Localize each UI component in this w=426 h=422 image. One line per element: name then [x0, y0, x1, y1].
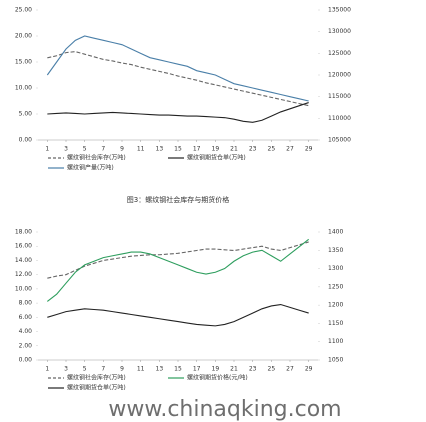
x-tick-label: 5 [83, 146, 87, 153]
series-line [47, 51, 309, 107]
y-tick-label: 25.00 [15, 7, 32, 14]
x-tick-label: 15 [174, 146, 182, 153]
x-tick-label: 17 [193, 366, 201, 373]
y-tick-label: 14.00 [15, 257, 32, 264]
x-tick-label: 9 [120, 366, 124, 373]
y2-tick-label: 1250 [328, 283, 343, 290]
series-line [46, 35, 309, 102]
x-tick-label: 13 [156, 366, 164, 373]
y-tick-label: 10.00 [15, 85, 32, 92]
y2-tick-label: 135000 [328, 7, 351, 14]
y2-tick-label: 125000 [328, 50, 351, 57]
y-tick-label: 8.00 [19, 300, 33, 307]
x-tick-label: 7 [101, 146, 105, 153]
y-tick-label: 18.00 [15, 229, 32, 236]
y-tick-label: 4.00 [19, 328, 33, 335]
x-tick-label: 11 [137, 146, 145, 153]
watermark: www.chinaqking.com [108, 397, 341, 422]
y-tick-label: 6.00 [19, 314, 33, 321]
series-line [47, 102, 309, 123]
x-tick-label: 25 [268, 146, 276, 153]
y-tick-label: 12.00 [15, 271, 32, 278]
y2-tick-label: 130000 [328, 28, 351, 35]
x-tick-label: 25 [268, 366, 276, 373]
y2-tick-label: 105000 [328, 137, 351, 144]
y2-tick-label: 1200 [328, 302, 343, 309]
x-tick-label: 15 [174, 366, 182, 373]
y-tick-label: 5.00 [19, 111, 33, 118]
y-tick-label: 15.00 [15, 59, 32, 66]
y2-tick-label: 115000 [328, 93, 351, 100]
series-line [47, 241, 309, 279]
y2-tick-label: 110000 [328, 115, 351, 122]
x-tick-label: 5 [83, 366, 87, 373]
series-line [46, 238, 310, 302]
x-tick-label: 27 [286, 366, 294, 373]
x-tick-label: 9 [120, 146, 124, 153]
y-tick-label: 0.00 [19, 357, 33, 364]
x-tick-label: 19 [212, 146, 220, 153]
legend-label: 螺纹钢社会库存(万吨) [67, 154, 126, 162]
y2-tick-label: 1300 [328, 265, 343, 272]
x-tick-label: 3 [64, 366, 68, 373]
x-tick-label: 21 [230, 146, 238, 153]
x-tick-label: 23 [249, 146, 257, 153]
x-tick-label: 23 [249, 366, 257, 373]
legend-label: 螺纹钢期货仓单(万吨) [67, 384, 126, 392]
legend-label: 螺纹钢产量(万吨) [67, 164, 114, 172]
y2-tick-label: 1400 [328, 229, 343, 236]
legend-label: 螺纹钢期货价格(元/吨) [187, 374, 248, 382]
x-tick-label: 19 [212, 366, 220, 373]
x-tick-label: 27 [286, 146, 294, 153]
y2-tick-label: 1050 [328, 357, 343, 364]
y2-tick-label: 1150 [328, 320, 343, 327]
x-tick-label: 21 [230, 366, 238, 373]
y-tick-label: 10.00 [15, 285, 32, 292]
x-tick-label: 1 [45, 146, 49, 153]
y2-tick-label: 1350 [328, 247, 343, 254]
x-tick-label: 13 [156, 146, 164, 153]
legend-label: 螺纹钢期货仓单(万吨) [187, 154, 246, 162]
x-tick-label: 7 [101, 366, 105, 373]
series-line [47, 303, 309, 327]
x-tick-label: 29 [305, 146, 313, 153]
x-tick-label: 29 [305, 366, 313, 373]
y-tick-label: 20.00 [15, 33, 32, 40]
y-tick-label: 0.00 [19, 137, 33, 144]
x-tick-label: 11 [137, 366, 145, 373]
chart-title: 图3：螺纹钢社会库存与期货价格 [127, 195, 229, 204]
x-tick-label: 1 [45, 366, 49, 373]
legend-label: 螺纹钢社会库存(万吨) [67, 374, 126, 382]
y2-tick-label: 1100 [328, 338, 343, 345]
x-tick-label: 3 [64, 146, 68, 153]
y-tick-label: 16.00 [15, 243, 32, 250]
x-tick-label: 17 [193, 146, 201, 153]
y2-tick-label: 120000 [328, 72, 351, 79]
y-tick-label: 2.00 [19, 342, 33, 349]
